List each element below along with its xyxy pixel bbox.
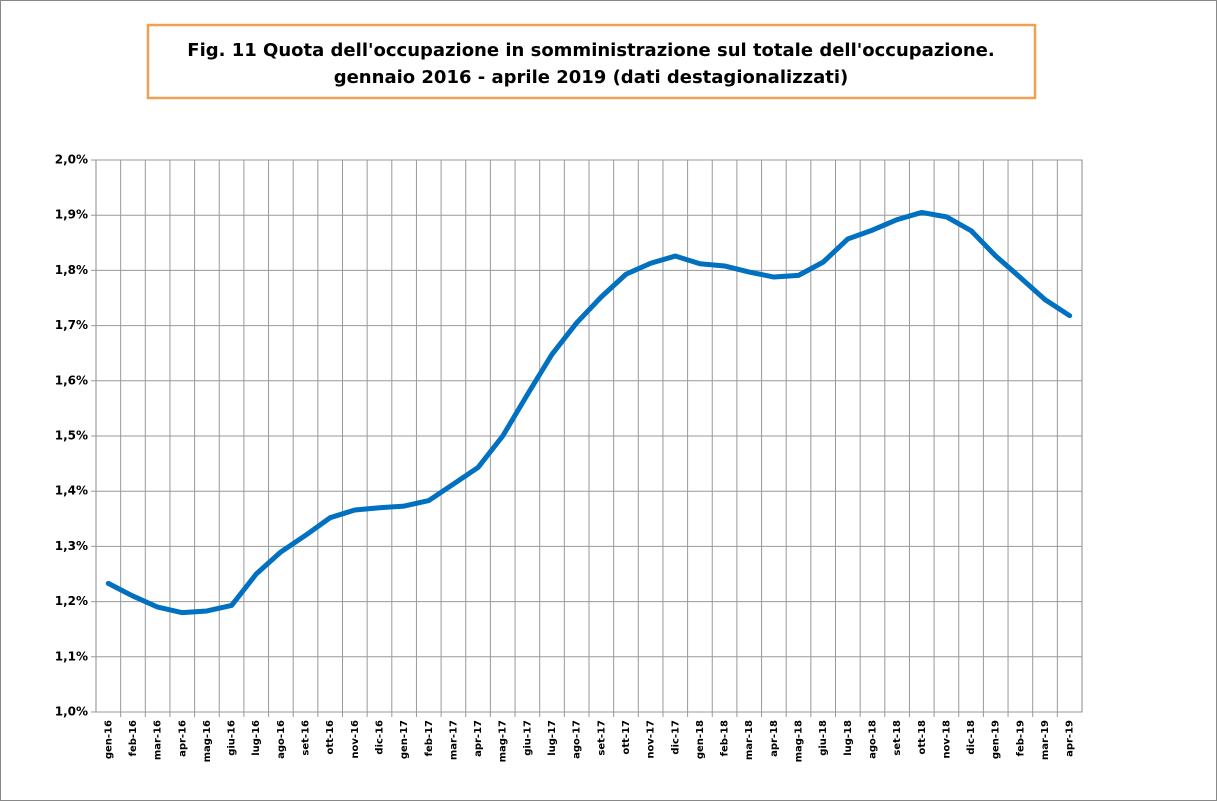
x-tick-label: giu-17 <box>522 720 533 756</box>
x-tick-label: feb-16 <box>128 720 139 756</box>
x-tick-label: lug-16 <box>251 720 262 756</box>
x-tick-label: mag-16 <box>202 720 213 762</box>
y-tick-label: 1,4% <box>55 484 88 498</box>
x-tick-label: dic-16 <box>374 720 385 755</box>
x-tick-label: set-17 <box>596 720 607 756</box>
x-tick-label: feb-18 <box>720 720 731 756</box>
x-tick-label: gen-19 <box>991 720 1002 759</box>
x-tick-label: apr-16 <box>177 720 188 757</box>
x-tick-label: apr-18 <box>769 720 780 757</box>
x-tick-label: gen-18 <box>695 720 706 759</box>
x-tick-label: feb-19 <box>1015 720 1026 756</box>
y-tick-label: 1,8% <box>55 263 88 277</box>
x-tick-label: dic-17 <box>670 720 681 755</box>
x-tick-label: mag-17 <box>498 720 509 762</box>
x-tick-label: feb-17 <box>424 720 435 756</box>
x-tick-label: nov-17 <box>646 720 657 759</box>
y-tick-label: 2,0% <box>55 153 88 167</box>
x-tick-label: mar-19 <box>1040 720 1051 760</box>
x-tick-label: ott-17 <box>621 720 632 755</box>
title-box <box>146 23 1037 100</box>
x-tick-label: ott-18 <box>917 720 928 755</box>
y-tick-label: 1,3% <box>55 539 88 553</box>
x-tick-label: gen-16 <box>103 720 114 759</box>
x-tick-label: ago-18 <box>867 720 878 759</box>
x-tick-label: apr-19 <box>1065 720 1076 757</box>
y-tick-label: 1,5% <box>55 429 88 443</box>
x-tick-label: dic-18 <box>966 720 977 755</box>
x-tick-label: set-16 <box>301 720 312 756</box>
x-tick-label: gen-17 <box>399 720 410 759</box>
x-tick-label: ago-17 <box>572 720 583 759</box>
x-tick-label: giu-16 <box>227 720 238 756</box>
x-tick-label: mar-17 <box>448 720 459 760</box>
x-tick-label: nov-16 <box>350 720 361 759</box>
chart-title: Fig. 11 Quota dell'occupazione in sommin… <box>187 40 994 61</box>
y-tick-label: 1,0% <box>55 705 88 719</box>
x-tick-label: lug-17 <box>547 720 558 756</box>
y-tick-label: 1,7% <box>55 318 88 332</box>
x-tick-label: ott-16 <box>325 720 336 755</box>
x-tick-label: set-18 <box>892 720 903 756</box>
line-series <box>105 209 1073 616</box>
x-tick-label: apr-17 <box>473 720 484 757</box>
chart-subtitle: gennaio 2016 - aprile 2019 (dati destagi… <box>334 67 849 88</box>
y-tick-label: 1,2% <box>55 594 88 608</box>
y-tick-label: 1,1% <box>55 649 88 663</box>
x-tick-label: mar-18 <box>744 720 755 760</box>
x-tick-label: mar-16 <box>153 720 164 760</box>
x-tick-label: giu-18 <box>818 720 829 756</box>
x-tick-label: lug-18 <box>843 720 854 756</box>
y-tick-label: 1,9% <box>55 208 88 222</box>
x-tick-label: ago-16 <box>276 720 287 759</box>
y-tick-label: 1,6% <box>55 373 88 387</box>
x-tick-label: nov-18 <box>941 720 952 759</box>
x-tick-label: mag-18 <box>794 720 805 762</box>
